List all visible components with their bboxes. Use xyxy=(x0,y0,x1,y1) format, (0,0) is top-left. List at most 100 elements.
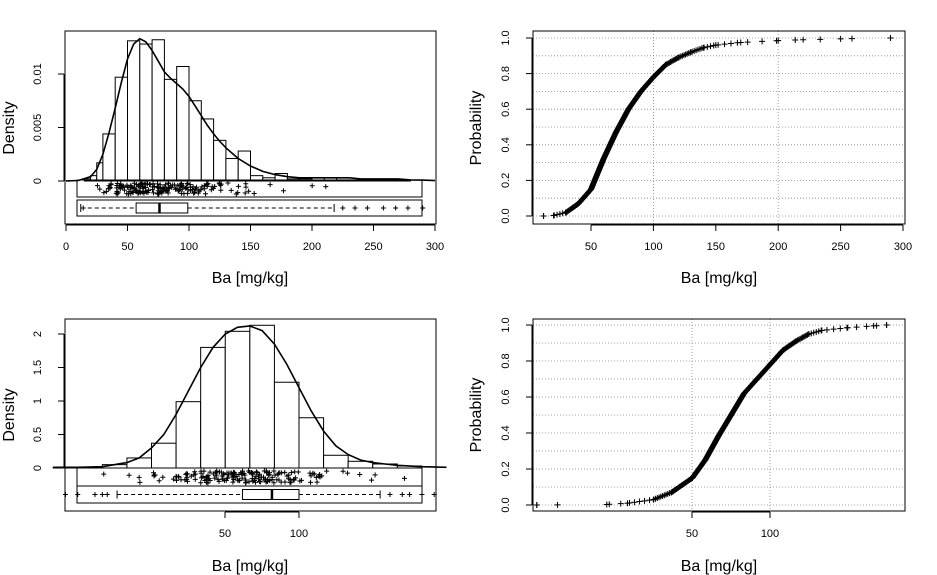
data-point-marker xyxy=(156,478,162,484)
data-point-marker xyxy=(179,186,185,192)
data-point-marker xyxy=(286,472,292,478)
data-point-marker xyxy=(603,501,610,508)
y-tick-label: 0.2 xyxy=(500,173,512,188)
iqr-box xyxy=(135,202,189,214)
data-point-marker xyxy=(237,477,243,483)
data-point-marker xyxy=(405,205,411,211)
data-point-marker xyxy=(101,471,107,477)
data-point-marker xyxy=(235,183,241,189)
data-point-marker xyxy=(887,35,894,41)
histogram-bar xyxy=(298,417,325,469)
data-point-marker xyxy=(352,205,358,211)
data-point-marker xyxy=(207,469,213,475)
data-point-marker xyxy=(178,477,184,483)
x-axis: 50 100 xyxy=(219,511,308,540)
data-point-marker xyxy=(212,183,218,189)
y-tick-label: 0.2 xyxy=(500,461,512,476)
histogram-bar xyxy=(175,401,202,469)
data-point-marker xyxy=(195,190,201,196)
data-point-marker xyxy=(799,334,806,341)
histogram-bar xyxy=(323,454,349,469)
data-point-marker xyxy=(165,180,171,186)
data-point-marker xyxy=(687,49,694,56)
data-point-marker xyxy=(225,180,231,186)
data-point-marker xyxy=(62,492,68,497)
data-point-marker xyxy=(130,190,136,196)
y-tick-label: 0.005 xyxy=(32,114,44,142)
y-tick-label: 0.4 xyxy=(500,137,512,152)
data-point-marker xyxy=(139,180,145,186)
data-point-marker xyxy=(292,469,298,475)
data-point-marker xyxy=(279,470,285,476)
x-tick-label: 250 xyxy=(831,241,849,253)
histogram-bar xyxy=(262,177,276,182)
data-point-marker xyxy=(254,469,260,475)
data-point-marker xyxy=(689,475,696,481)
data-point-marker xyxy=(575,200,582,207)
data-point-marker xyxy=(636,498,643,505)
data-point-marker xyxy=(252,479,258,485)
rug-frame xyxy=(76,179,423,198)
data-point-marker xyxy=(203,191,209,197)
data-point-marker xyxy=(272,472,278,478)
data-point-marker xyxy=(316,473,322,479)
data-point-marker xyxy=(218,187,224,193)
data-point-marker xyxy=(311,471,317,477)
x-axis: 0 50 100 150 200 250 300 xyxy=(63,224,444,253)
data-point-marker xyxy=(228,187,234,193)
data-point-marker xyxy=(215,476,221,482)
data-point-marker xyxy=(204,183,210,189)
data-point-marker xyxy=(175,188,181,194)
boxplot xyxy=(62,485,437,504)
data-point-marker xyxy=(830,326,837,333)
data-point-marker xyxy=(231,469,237,475)
data-point-marker xyxy=(198,468,204,474)
data-point-marker xyxy=(369,477,375,483)
data-point-marker xyxy=(239,475,245,481)
data-point-marker xyxy=(251,190,257,196)
data-point-marker xyxy=(236,478,242,484)
data-point-marker xyxy=(715,433,722,440)
data-point-marker xyxy=(271,480,277,486)
data-point-marker xyxy=(224,470,230,476)
data-point-marker xyxy=(815,328,822,335)
data-point-marker xyxy=(271,468,277,474)
x-tick-label: 50 xyxy=(219,528,231,540)
y-tick-label: 0 xyxy=(32,465,44,471)
histogram-bar xyxy=(273,381,300,469)
histogram-bar xyxy=(200,118,215,182)
y-tick-label: 0.8 xyxy=(500,353,512,368)
data-point-marker xyxy=(131,180,137,186)
data-point-marker xyxy=(151,473,157,479)
cdf-points xyxy=(540,35,894,219)
data-point-marker xyxy=(261,468,267,474)
data-point-marker xyxy=(800,333,807,340)
data-point-marker xyxy=(700,44,707,51)
data-point-marker xyxy=(393,205,399,211)
data-point-marker xyxy=(712,42,719,49)
data-point-marker xyxy=(357,472,363,478)
data-point-marker xyxy=(263,478,269,484)
data-point-marker xyxy=(810,329,817,336)
data-point-marker xyxy=(345,470,351,476)
data-point-marker xyxy=(118,181,124,187)
data-point-marker xyxy=(178,182,184,188)
data-point-marker xyxy=(174,477,179,483)
data-point-marker xyxy=(184,180,190,186)
data-point-marker xyxy=(120,184,126,190)
data-point-marker xyxy=(213,469,219,475)
x-axis: 50 100 xyxy=(686,511,779,540)
data-point-marker xyxy=(554,211,561,218)
data-point-marker xyxy=(269,477,275,483)
histogram-bar xyxy=(163,78,178,182)
data-point-marker xyxy=(267,182,273,188)
panel-bottom-right: 50 100 0.0 0.2 0.4 0.6 0.8 1.0 Ba [mg/kg] Prob… xyxy=(468,317,906,575)
data-point-marker xyxy=(813,328,820,335)
data-point-marker xyxy=(340,205,346,211)
x-tick-label: 150 xyxy=(707,241,725,253)
data-point-marker xyxy=(80,205,86,211)
plot-frame xyxy=(532,318,906,512)
data-point-marker xyxy=(252,475,258,481)
data-point-marker xyxy=(97,186,103,192)
panel-top-left: 0 50 100 150 200 250 300 0 0.005 0.01 Ba [mg/kg]… xyxy=(1,30,444,287)
